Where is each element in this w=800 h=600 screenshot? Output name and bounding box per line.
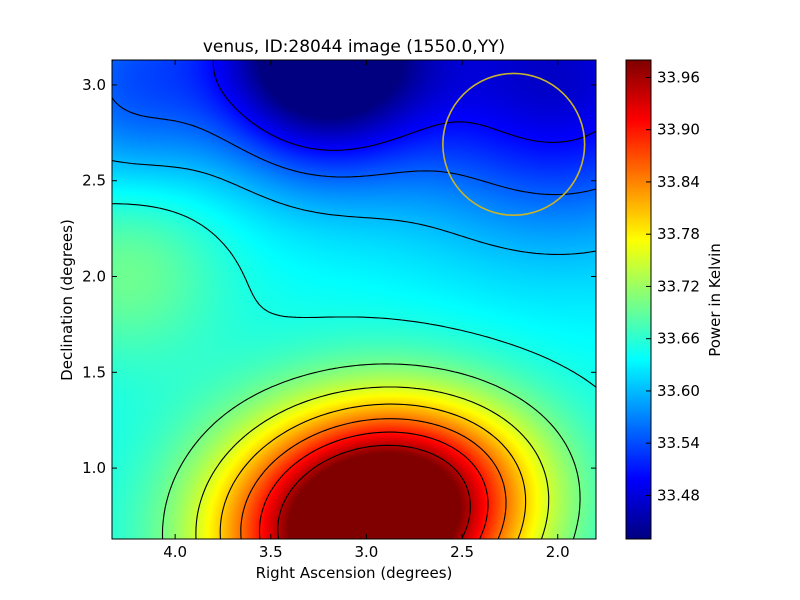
- contour-level-9: [277, 444, 471, 539]
- x-tick-label: 3.0: [355, 543, 379, 561]
- plot-frame: [111, 59, 597, 540]
- contour-lines: [112, 60, 596, 539]
- x-tick-label: 4.0: [163, 543, 187, 561]
- x-tick-label: 2.0: [546, 543, 570, 561]
- contour-level-6: [219, 403, 527, 539]
- contour-level-0: [212, 60, 596, 151]
- y-tick-label: 1.5: [82, 363, 106, 381]
- colorbar-tick-label: 33.78: [657, 225, 700, 243]
- plot-area: [112, 60, 596, 539]
- contour-level-3: [112, 203, 596, 388]
- colorbar-tick-label: 33.48: [657, 486, 700, 504]
- y-axis: 1.0 1.5 2.0 2.5 3.0: [82, 76, 596, 477]
- colorbar-tick-label: 33.66: [657, 330, 700, 348]
- marker-circle: [442, 72, 586, 216]
- colorbar-tick-label: 33.84: [657, 173, 700, 191]
- contour-level-2: [112, 160, 596, 255]
- contour-level-7: [240, 418, 507, 539]
- x-tick-label: 2.5: [450, 543, 474, 561]
- colorbar-label: Power in Kelvin: [706, 243, 724, 357]
- colorbar-tick-label: 33.96: [657, 68, 700, 86]
- colorbar-tick-label: 33.60: [657, 382, 700, 400]
- x-axis-label: Right Ascension (degrees): [256, 564, 453, 582]
- chart-title: venus, ID:28044 image (1550.0,YY): [203, 37, 505, 57]
- contour-level-4: [161, 363, 581, 539]
- heatmap-image: [112, 60, 596, 539]
- contour-level-8: [258, 431, 489, 539]
- colorbar-tick-label: 33.72: [657, 277, 700, 295]
- x-axis: 4.0 3.5 3.0 2.5 2.0: [163, 60, 570, 561]
- x-tick-label: 3.5: [259, 543, 283, 561]
- y-tick-label: 2.0: [82, 268, 106, 286]
- y-tick-label: 1.0: [82, 459, 106, 477]
- colorbar-axis: 33.48 33.54 33.60 33.66 33.72 33.78 33.84 33.90…: [646, 68, 700, 504]
- colorbar-gradient: [626, 60, 651, 539]
- contour-level-5: [195, 386, 550, 539]
- y-tick-label: 2.5: [82, 172, 106, 190]
- colorbar-frame: [625, 59, 652, 540]
- colorbar-tick-label: 33.54: [657, 434, 700, 452]
- y-tick-label: 3.0: [82, 76, 106, 94]
- colorbar-tick-label: 33.90: [657, 121, 700, 139]
- y-axis-label: Declination (degrees): [58, 219, 76, 381]
